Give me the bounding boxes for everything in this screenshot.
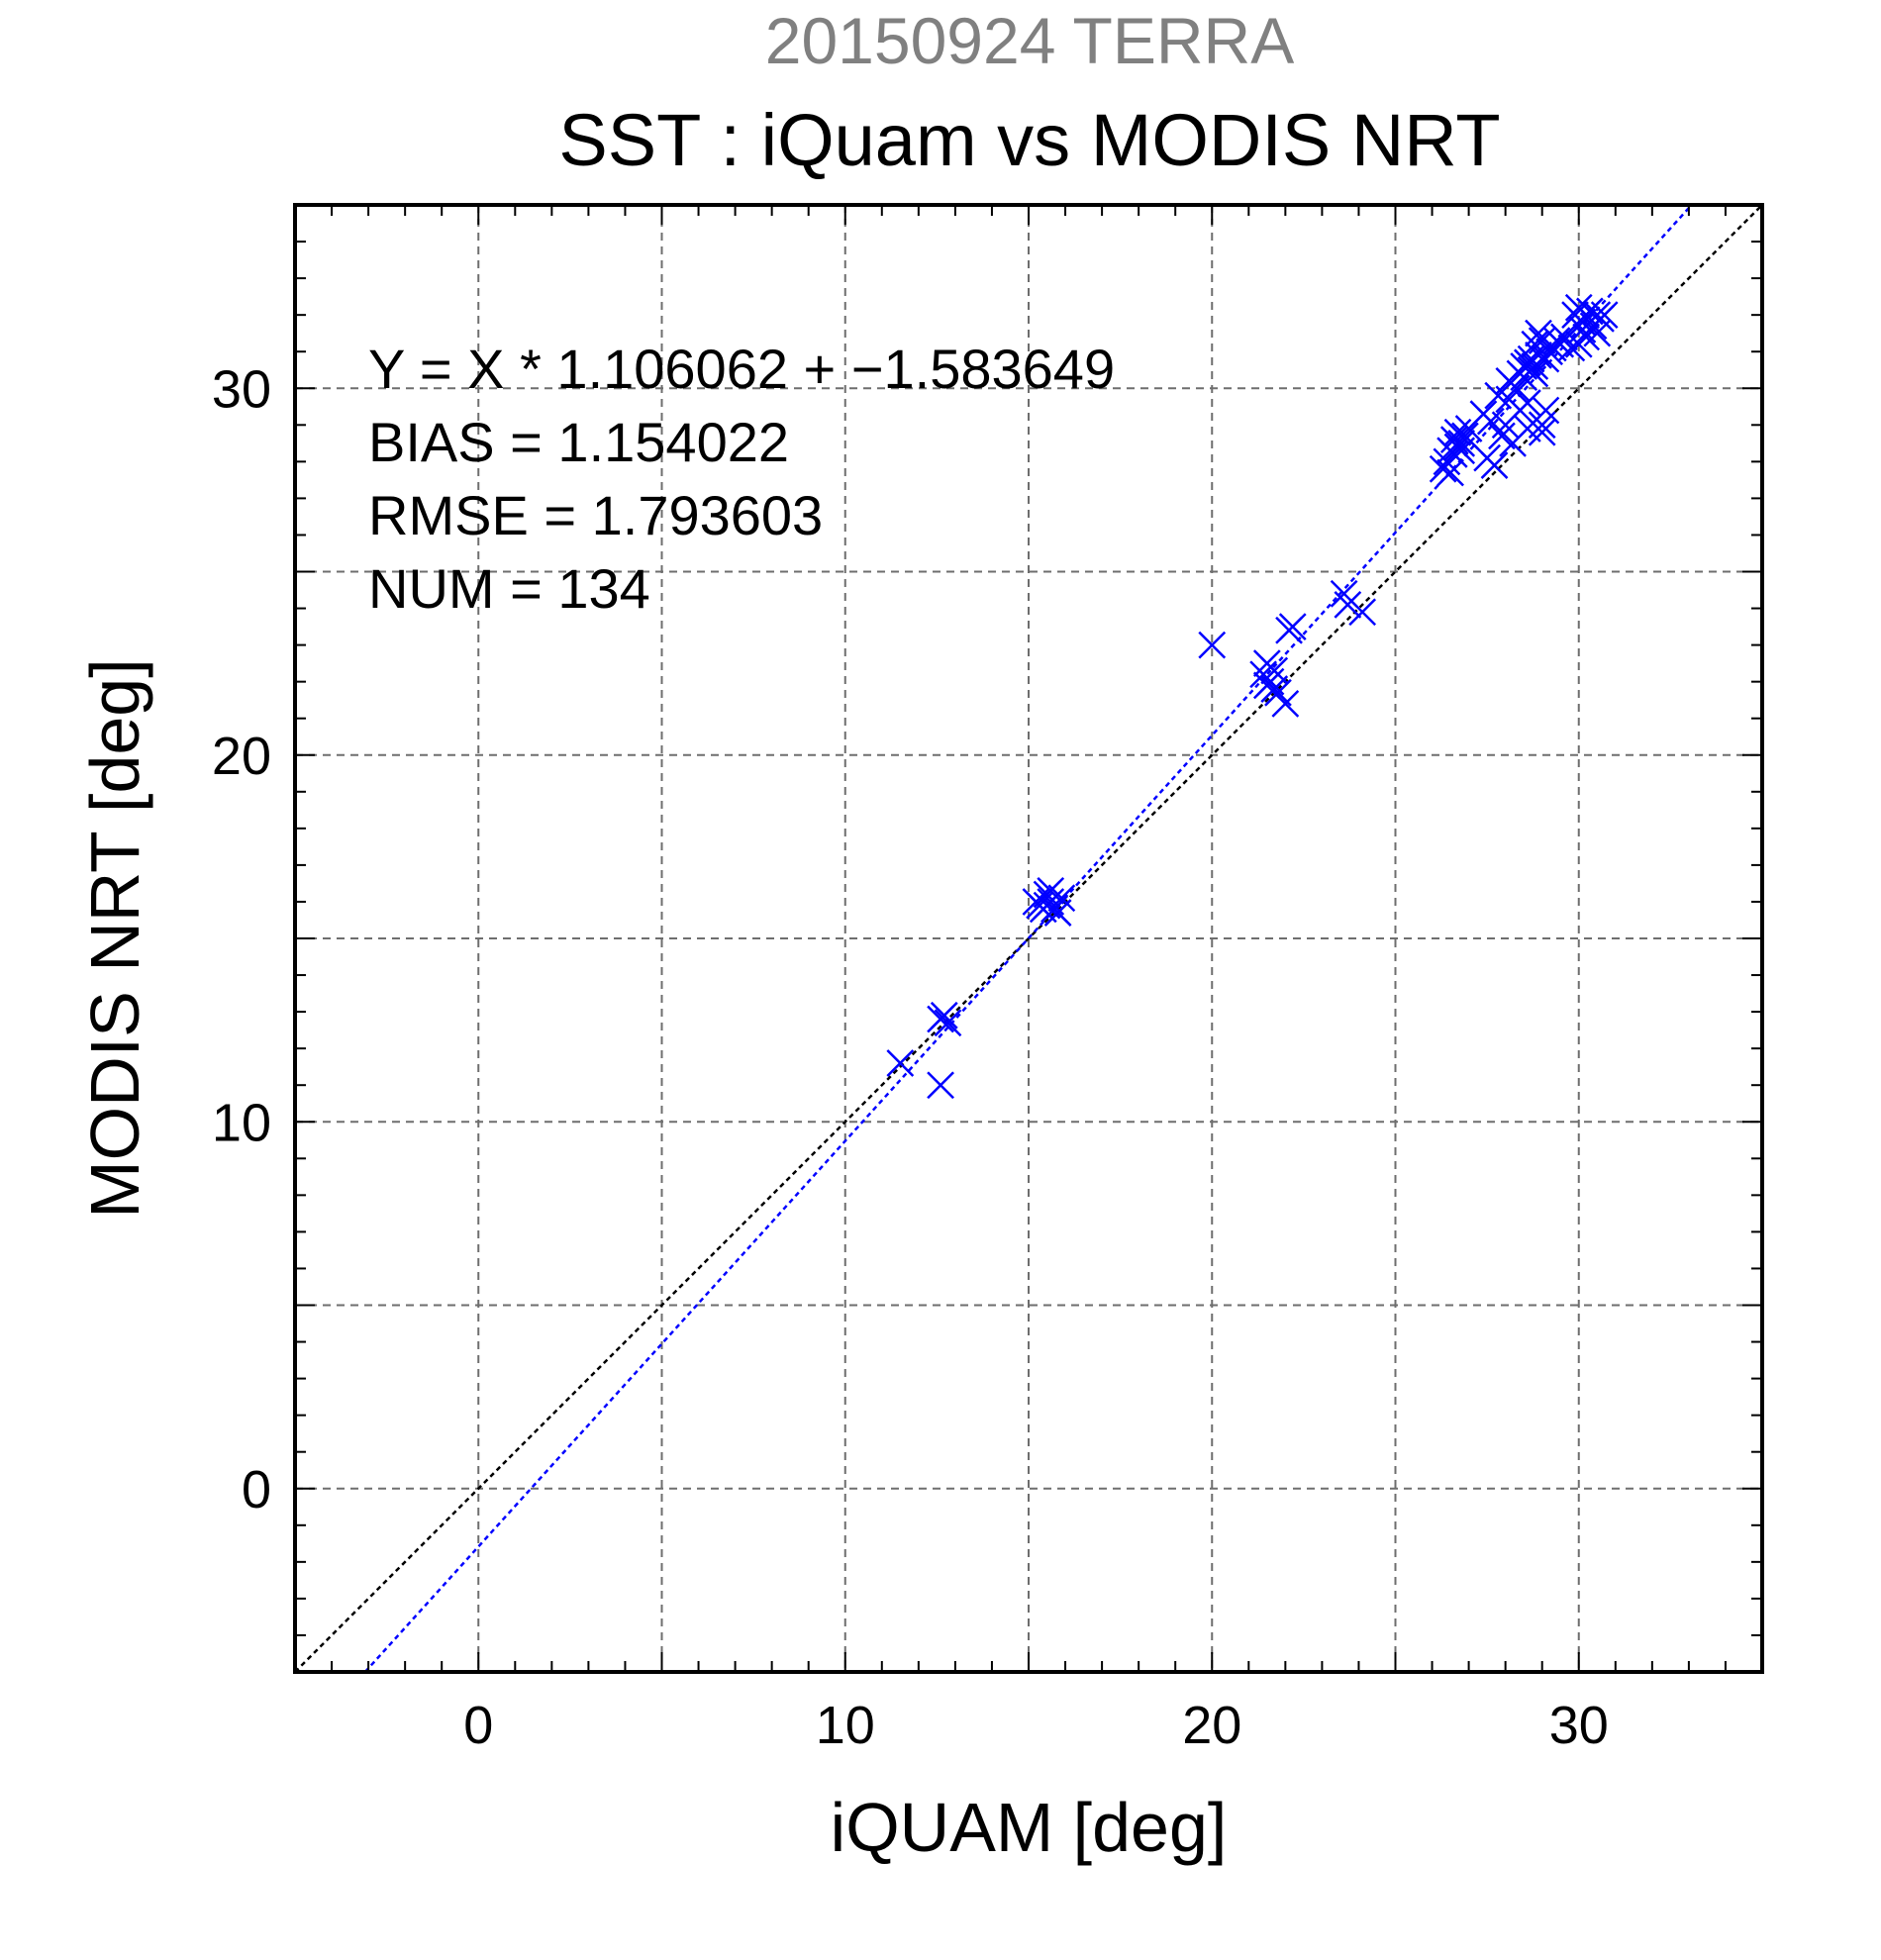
y-tick-label: 30 [212, 359, 271, 419]
plot-frame [293, 203, 1764, 1674]
data-point [1334, 590, 1362, 619]
data-point-stroke [1521, 359, 1549, 388]
x-axis-label: iQUAM [deg] [831, 1789, 1228, 1866]
data-point-stroke [1334, 590, 1362, 619]
data-point-stroke [1451, 422, 1479, 450]
data-point [1484, 381, 1513, 410]
data-point-stroke [1037, 876, 1065, 905]
x-tick-label: 30 [1549, 1696, 1609, 1755]
data-point [1436, 458, 1464, 487]
rmse-label: RMSE = 1.793603 [368, 484, 823, 546]
y-tick-label: 10 [212, 1093, 271, 1152]
data-point-stroke [1264, 678, 1292, 707]
data-point-stroke [1525, 319, 1552, 347]
data-point-stroke [1528, 418, 1556, 446]
data-point [886, 1049, 915, 1077]
data-point-stroke [1488, 422, 1516, 450]
data-point-stroke [1348, 598, 1377, 627]
y-tick-label: 0 [242, 1460, 271, 1519]
data-point-stroke [1557, 334, 1586, 362]
data-point [1447, 429, 1476, 457]
x-tick-label: 20 [1182, 1696, 1241, 1755]
data-point-stroke [1047, 884, 1076, 913]
data-point [1037, 876, 1065, 905]
data-point-stroke [1484, 381, 1513, 410]
data-point [1513, 389, 1541, 417]
data-point-stroke [1330, 579, 1358, 608]
data-point [1528, 418, 1556, 446]
data-point-stroke [1590, 301, 1619, 330]
data-point-stroke [1256, 667, 1285, 696]
chart-title: SST : iQuam vs MODIS NRT [558, 99, 1500, 181]
data-point-stroke [1480, 451, 1509, 479]
y-tick-label: 20 [212, 727, 271, 786]
data-point-stroke [1575, 297, 1604, 326]
data-point [1557, 334, 1586, 362]
data-point [1271, 689, 1300, 718]
x-tick-label: 10 [816, 1696, 875, 1755]
data-point-stroke [934, 1009, 962, 1037]
data-point [1348, 598, 1377, 627]
data-point-stroke [886, 1049, 915, 1077]
data-point [927, 1071, 954, 1100]
data-point-stroke [1439, 426, 1468, 454]
data-point [1451, 422, 1479, 450]
tick-labels: 0 10 20 30 0 10 20 30 [212, 359, 1609, 1755]
data-points [886, 293, 1619, 1100]
data-point-stroke [930, 1001, 958, 1029]
data-point-stroke [1436, 458, 1464, 487]
data-point [1198, 631, 1227, 659]
regression-equation: Y = X * 1.106062 + −1.583649 [368, 338, 1115, 400]
data-point-stroke [1521, 330, 1549, 358]
data-point-stroke [1532, 396, 1560, 425]
data-point [1480, 451, 1509, 479]
data-point-stroke [1550, 323, 1578, 351]
x-tick-label: 0 [463, 1696, 493, 1755]
data-point [1521, 359, 1549, 388]
data-point [1590, 301, 1619, 330]
data-point-stroke [1278, 613, 1307, 640]
data-point-stroke [1198, 631, 1227, 659]
chart-supertitle: 20150924 TERRA [765, 4, 1294, 77]
data-point-stroke [1447, 429, 1476, 457]
bias-label: BIAS = 1.154022 [368, 411, 789, 473]
data-point-stroke [1476, 407, 1505, 436]
data-point-stroke [1037, 888, 1065, 916]
data-point-stroke [1443, 418, 1472, 446]
data-point [930, 1001, 958, 1029]
data-point-stroke [1513, 389, 1541, 417]
y-axis-label: MODIS NRT [deg] [76, 658, 153, 1218]
num-label: NUM = 134 [368, 557, 650, 620]
stats-annotation: Y = X * 1.106062 + −1.583649 BIAS = 1.15… [368, 338, 1115, 620]
data-point-stroke [927, 1071, 954, 1100]
data-point [1278, 613, 1307, 640]
data-point-stroke [1528, 327, 1556, 354]
data-point [934, 1009, 962, 1037]
data-point [1443, 418, 1472, 446]
data-point-stroke [1271, 689, 1300, 718]
